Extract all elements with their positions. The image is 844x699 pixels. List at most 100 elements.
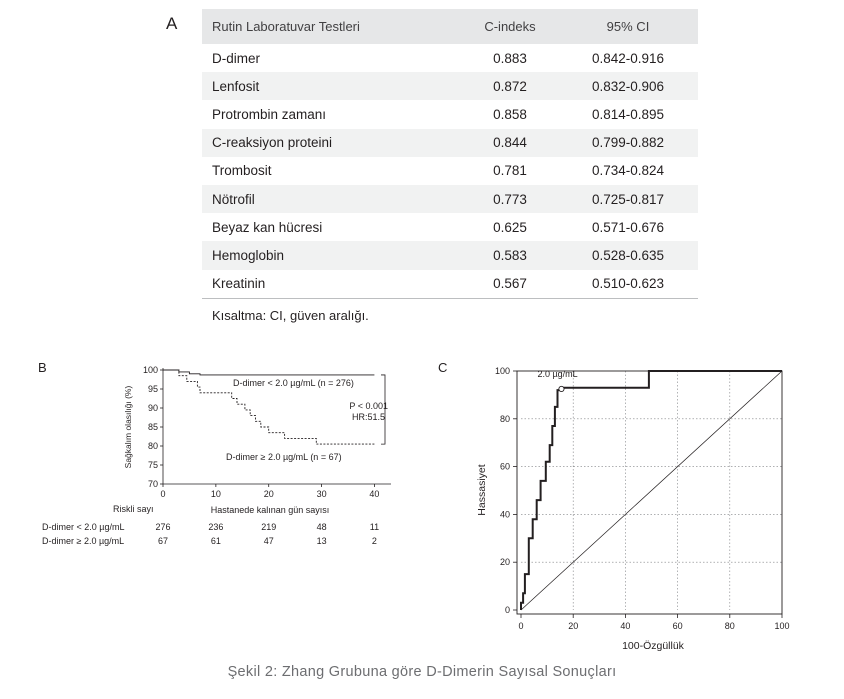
cell-test: Kreatinin xyxy=(212,276,266,292)
cell-ci: 0.528-0.635 xyxy=(591,247,665,263)
cell-test: Trombosit xyxy=(212,163,272,179)
table-row: D-dimer 0.883 0.842-0.916 xyxy=(202,44,698,72)
risk-count: 11 xyxy=(370,522,379,532)
risk-count: 61 xyxy=(211,536,221,546)
cell-cindex: 0.567 xyxy=(493,276,527,292)
cell-test: Lenfosit xyxy=(212,78,260,94)
cell-cindex: 0.883 xyxy=(493,50,527,66)
risk-count: 13 xyxy=(317,536,327,546)
y-tick-label: 75 xyxy=(148,460,158,470)
cell-test: D-dimer xyxy=(212,50,261,66)
cell-ci: 0.799-0.882 xyxy=(591,135,665,151)
risk-row-label: D-dimer < 2.0 µg/mL xyxy=(42,522,124,532)
x-tick-label: 0 xyxy=(160,489,165,499)
y-tick-label: 70 xyxy=(148,479,158,489)
cell-ci: 0.832-0.906 xyxy=(591,78,665,94)
x-tick-label: 80 xyxy=(725,621,735,631)
x-tick-label: 20 xyxy=(264,489,274,499)
x-axis-label: Hastanede kalınan gün sayısı xyxy=(211,505,330,515)
x-tick-label: 20 xyxy=(568,621,578,631)
roc-curve xyxy=(520,370,782,610)
y-tick-label: 95 xyxy=(148,384,158,394)
p-value-label: P < 0.001 xyxy=(349,401,388,411)
y-tick-label: 80 xyxy=(500,414,510,424)
cell-cindex: 0.625 xyxy=(493,219,527,235)
survival-line-high-ddimer xyxy=(163,369,375,445)
figure-caption: Şekil 2: Zhang Grubuna göre D-Dimerin Sa… xyxy=(227,664,617,680)
table-row: Hemoglobin 0.583 0.528-0.635 xyxy=(202,241,698,270)
cell-cindex: 0.583 xyxy=(493,247,527,263)
plot-frame xyxy=(516,370,783,615)
cell-ci: 0.734-0.824 xyxy=(591,163,665,179)
x-tick-label: 100 xyxy=(774,621,789,631)
table-row: Nötrofil 0.773 0.725-0.817 xyxy=(202,184,698,214)
panel-a: A Rutin Laboratuvar Testleri C-indeks 95… xyxy=(0,0,844,340)
legend-label-high-ddimer: D-dimer ≥ 2.0 µg/mL (n = 67) xyxy=(226,452,342,462)
comparison-bracket xyxy=(381,374,386,445)
abbreviation-note: Kısaltma: CI, güven aralığı. xyxy=(212,308,369,323)
cutoff-label: 2.0 µg/mL xyxy=(537,369,577,379)
y-tick-label: 20 xyxy=(500,557,510,567)
risk-count: 236 xyxy=(208,522,223,532)
risk-count: 2 xyxy=(372,536,377,546)
cell-ci: 0.725-0.817 xyxy=(591,191,665,207)
cell-cindex: 0.872 xyxy=(493,78,527,94)
x-tick-label: 30 xyxy=(317,489,327,499)
y-tick-label: 40 xyxy=(500,509,510,519)
panel-c-letter: C xyxy=(438,360,447,375)
risk-row-label: D-dimer ≥ 2.0 µg/mL xyxy=(42,536,124,546)
table-row: C-reaksiyon proteini 0.844 0.799-0.882 xyxy=(202,128,698,157)
cell-ci: 0.510-0.623 xyxy=(591,276,665,292)
cell-cindex: 0.844 xyxy=(493,135,527,151)
table-row: Beyaz kan hücresi 0.625 0.571-0.676 xyxy=(202,213,698,241)
table-header: Rutin Laboratuvar Testleri C-indeks 95% … xyxy=(202,9,698,44)
y-tick-label: 100 xyxy=(143,365,158,375)
table-bottom-rule xyxy=(202,297,698,299)
table-row: Trombosit 0.781 0.734-0.824 xyxy=(202,157,698,185)
y-tick-label: 90 xyxy=(148,403,158,413)
table-row: Kreatinin 0.567 0.510-0.623 xyxy=(202,270,698,298)
c-index-table: Rutin Laboratuvar Testleri C-indeks 95% … xyxy=(202,9,698,299)
legend-label-low-ddimer: D-dimer < 2.0 µg/mL (n = 276) xyxy=(233,378,354,388)
risk-count: 219 xyxy=(261,522,276,532)
hazard-ratio-label: HR:51.5 xyxy=(352,412,385,422)
table-row: Lenfosit 0.872 0.832-0.906 xyxy=(202,72,698,101)
panel-a-letter: A xyxy=(166,14,178,33)
y-tick-label: 100 xyxy=(495,366,510,376)
header-test: Rutin Laboratuvar Testleri xyxy=(212,19,360,34)
table-row: Protrombin zamanı 0.858 0.814-0.895 xyxy=(202,100,698,128)
y-tick-label: 0 xyxy=(505,605,510,615)
cell-ci: 0.571-0.676 xyxy=(591,219,665,235)
cell-test: C-reaksiyon proteini xyxy=(212,135,333,151)
y-axis-label: Hassasiyet xyxy=(476,464,488,515)
x-tick-label: 60 xyxy=(673,621,683,631)
reference-diagonal xyxy=(520,370,783,611)
y-tick-label: 80 xyxy=(148,441,158,451)
cell-ci: 0.814-0.895 xyxy=(591,106,665,122)
risk-title: Riskli sayı xyxy=(113,504,154,514)
panel-b-letter: B xyxy=(38,360,47,375)
y-tick-label: 85 xyxy=(148,422,158,432)
risk-count: 47 xyxy=(264,536,274,546)
header-ci: 95% CI xyxy=(606,19,650,34)
cell-test: Protrombin zamanı xyxy=(212,106,327,122)
cell-test: Hemoglobin xyxy=(212,247,285,263)
cell-test: Nötrofil xyxy=(212,191,255,207)
cutoff-point xyxy=(558,385,565,392)
cell-test: Beyaz kan hücresi xyxy=(212,219,323,235)
y-axis-label: Sağkalım olasılığı (%) xyxy=(123,385,133,468)
x-tick-label: 10 xyxy=(211,489,221,499)
survival-line-low-ddimer xyxy=(163,369,375,376)
risk-count: 276 xyxy=(155,522,170,532)
risk-count: 67 xyxy=(158,536,168,546)
cell-cindex: 0.858 xyxy=(493,106,527,122)
cell-ci: 0.842-0.916 xyxy=(591,50,665,66)
x-axis-label: 100-Özgüllük xyxy=(622,640,685,652)
y-tick-label: 60 xyxy=(500,462,510,472)
header-cindex: C-indeks xyxy=(484,19,536,34)
risk-count: 48 xyxy=(317,522,327,532)
x-tick-label: 40 xyxy=(620,621,630,631)
cell-cindex: 0.773 xyxy=(493,191,527,207)
cell-cindex: 0.781 xyxy=(493,163,527,179)
x-tick-label: 40 xyxy=(369,489,379,499)
